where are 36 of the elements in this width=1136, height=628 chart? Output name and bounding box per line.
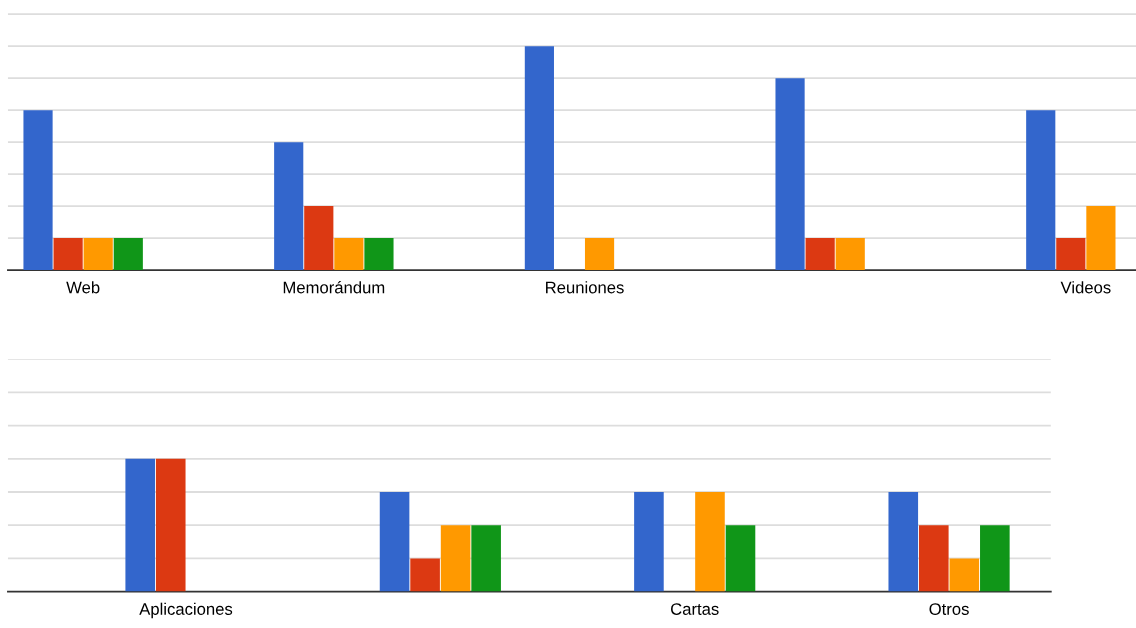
bar bbox=[364, 238, 394, 271]
bar bbox=[1056, 238, 1086, 271]
bar bbox=[410, 558, 440, 592]
bar bbox=[695, 491, 725, 592]
x-tick-label: Videos bbox=[1060, 281, 1111, 294]
x-tick-label: Web bbox=[66, 281, 100, 294]
bar bbox=[725, 525, 756, 592]
bar bbox=[835, 238, 865, 271]
bar bbox=[524, 46, 554, 271]
bar bbox=[23, 110, 53, 271]
bar bbox=[1026, 110, 1056, 271]
bar bbox=[155, 458, 186, 592]
bar bbox=[440, 525, 471, 592]
bar bbox=[379, 491, 410, 592]
bar bbox=[125, 458, 156, 592]
bar bbox=[471, 525, 501, 592]
bar bbox=[775, 78, 805, 271]
bar bbox=[1086, 206, 1116, 271]
bar bbox=[584, 238, 615, 271]
x-tick-label: Cartas bbox=[671, 603, 719, 615]
bar bbox=[334, 238, 364, 271]
bar bbox=[805, 238, 835, 271]
x-tick-label: Memorándum bbox=[283, 280, 385, 294]
bar bbox=[949, 558, 980, 592]
bar bbox=[304, 206, 334, 271]
x-tick-label: Otros bbox=[929, 603, 969, 615]
bar bbox=[918, 525, 949, 592]
bar bbox=[83, 238, 113, 271]
bar bbox=[53, 238, 83, 271]
bar bbox=[274, 142, 304, 271]
x-tick-label: Reuniones bbox=[546, 281, 624, 294]
bar bbox=[634, 491, 664, 592]
bar bbox=[888, 491, 919, 592]
x-tick-label: Aplicaciones bbox=[139, 602, 233, 619]
bar bbox=[980, 525, 1010, 592]
bar bbox=[113, 238, 143, 271]
